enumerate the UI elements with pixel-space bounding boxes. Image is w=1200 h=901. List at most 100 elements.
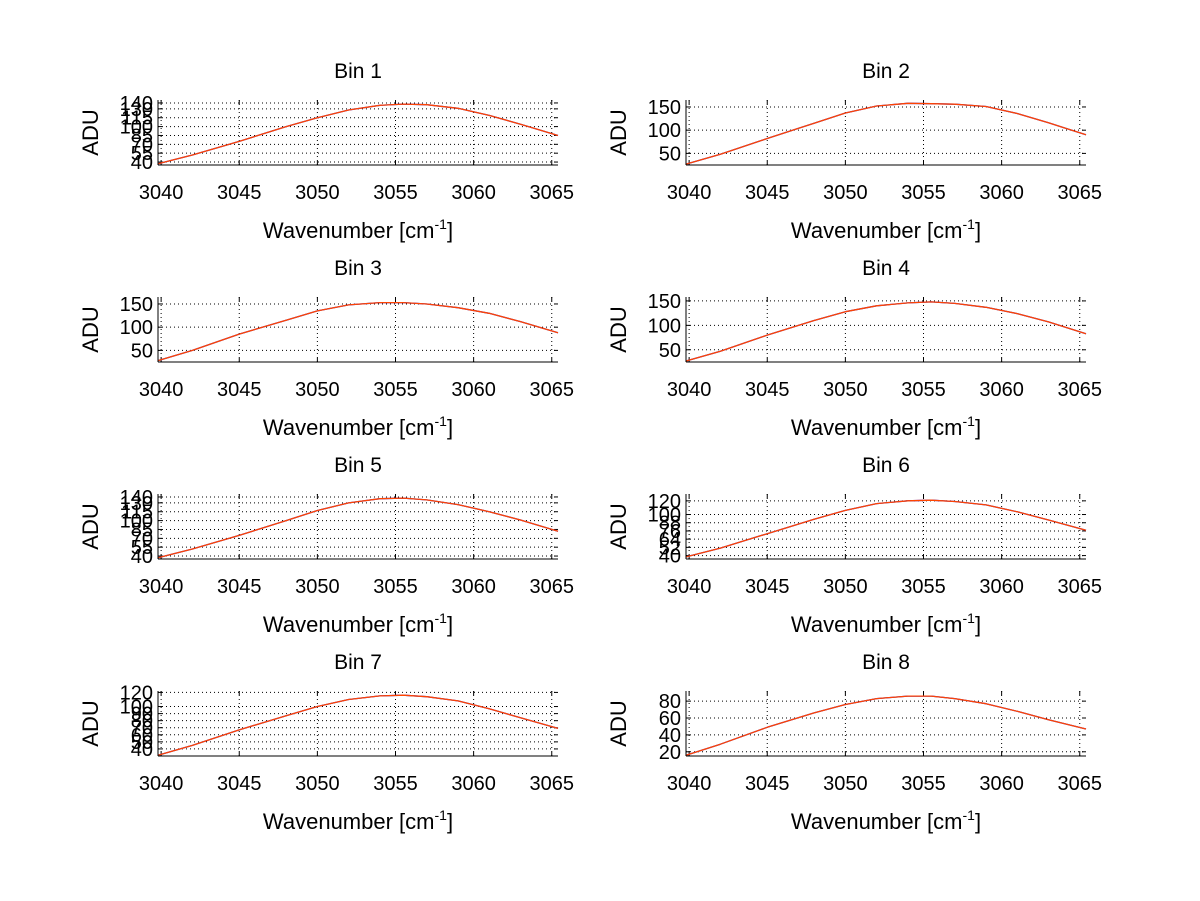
x-tick-label: 3065: [530, 576, 575, 598]
subplot-1: 3040 3045 3050 3055 3060 3065 4055708510011513…: [78, 60, 574, 243]
y-axis-label: ADU: [606, 503, 631, 549]
x-tick-label: 3040: [139, 379, 184, 401]
y-tick-label: 140: [120, 487, 153, 509]
y-tick-label: 150: [120, 294, 153, 316]
y-tick-label: 140: [120, 93, 153, 115]
y-tick-label: 100: [120, 317, 153, 339]
y-tick-label: 120: [648, 491, 681, 513]
x-tick-label: 3065: [530, 182, 575, 204]
x-axis-label: Wavenumber [cm-1]: [263, 610, 453, 637]
subplot-title: Bin 7: [334, 651, 382, 674]
y-tick-label: 70: [131, 134, 153, 156]
subplot-title: Bin 5: [334, 454, 382, 477]
x-tick-label: 3060: [979, 773, 1024, 795]
x-axis-label: Wavenumber [cm-1]: [263, 216, 453, 243]
x-tick-label: 3040: [139, 182, 184, 204]
x-tick-label: 3065: [530, 773, 575, 795]
y-tick-label: 50: [131, 732, 153, 754]
x-tick-label: 3060: [979, 576, 1024, 598]
x-axis-label: Wavenumber [cm-1]: [791, 807, 981, 834]
subplot-title: Bin 1: [334, 60, 382, 83]
y-axis-label: ADU: [606, 109, 631, 155]
y-axis-label: ADU: [78, 109, 103, 155]
x-tick-label: 3040: [667, 379, 712, 401]
x-tick-label: 3055: [901, 576, 946, 598]
x-tick-label: 3045: [217, 576, 262, 598]
series-line-2: [157, 694, 559, 756]
y-tick-label: 40: [131, 739, 153, 761]
y-tick-label: 150: [648, 291, 681, 313]
y-tick-label: 64: [659, 529, 681, 551]
y-tick-label: 130: [120, 99, 153, 121]
y-tick-label: 100: [120, 117, 153, 139]
y-axis-label: ADU: [78, 306, 103, 352]
x-tick-label: 3050: [295, 773, 340, 795]
x-tick-label: 3055: [373, 379, 418, 401]
subplot-title: Bin 8: [862, 651, 910, 674]
y-tick-label: 115: [121, 502, 153, 524]
y-tick-label: 100: [120, 511, 153, 533]
subplot-6: 3040 3045 3050 3055 3060 3065 4052647688100120…: [606, 454, 1102, 637]
x-tick-label: 3060: [451, 576, 496, 598]
y-tick-label: 80: [659, 691, 681, 713]
x-tick-label: 3040: [139, 576, 184, 598]
y-tick-label: 76: [659, 521, 681, 543]
x-tick-label: 3050: [823, 773, 868, 795]
subplot-5: 3040 3045 3050 3055 3060 3065 4055708510011513…: [78, 454, 574, 637]
x-tick-label: 3050: [823, 182, 868, 204]
y-tick-label: 55: [131, 537, 153, 559]
x-tick-label: 3055: [373, 182, 418, 204]
subplot-title: Bin 2: [862, 60, 910, 83]
y-axis-label: ADU: [606, 306, 631, 352]
x-tick-label: 3045: [745, 576, 790, 598]
y-tick-label: 120: [120, 682, 153, 704]
y-tick-label: 115: [121, 108, 153, 130]
y-tick-label: 50: [659, 340, 681, 362]
x-tick-label: 3045: [217, 182, 262, 204]
y-tick-label: 90: [131, 704, 153, 726]
y-axis-label: ADU: [78, 700, 103, 746]
y-tick-label: 85: [131, 125, 153, 147]
x-tick-label: 3050: [295, 379, 340, 401]
x-axis-label: Wavenumber [cm-1]: [791, 216, 981, 243]
x-tick-label: 3050: [823, 576, 868, 598]
x-tick-label: 3040: [667, 773, 712, 795]
subplot-title: Bin 3: [334, 257, 382, 280]
x-tick-label: 3050: [295, 182, 340, 204]
x-tick-label: 3065: [1058, 182, 1103, 204]
x-tick-label: 3065: [1058, 576, 1103, 598]
y-tick-label: 40: [131, 152, 153, 174]
y-tick-label: 70: [131, 528, 153, 550]
x-axis-label: Wavenumber [cm-1]: [791, 610, 981, 637]
subplot-7: 3040 3045 3050 3055 3060 3065 4050607080901001…: [78, 651, 574, 834]
series-line-2: [685, 301, 1087, 362]
x-tick-label: 3045: [217, 379, 262, 401]
y-tick-label: 100: [120, 697, 153, 719]
y-tick-label: 85: [131, 519, 153, 541]
y-tick-label: 40: [659, 546, 681, 568]
x-tick-label: 3040: [667, 182, 712, 204]
series-line-2: [685, 499, 1087, 558]
x-axis-label: Wavenumber [cm-1]: [263, 807, 453, 834]
subplot-title: Bin 6: [862, 454, 910, 477]
y-tick-label: 70: [131, 718, 153, 740]
y-tick-label: 100: [648, 505, 681, 527]
x-tick-label: 3040: [139, 773, 184, 795]
x-tick-label: 3060: [979, 379, 1024, 401]
y-axis-label: ADU: [606, 700, 631, 746]
y-tick-label: 60: [131, 725, 153, 747]
y-tick-label: 40: [131, 546, 153, 568]
y-tick-label: 80: [131, 711, 153, 733]
x-tick-label: 3065: [1058, 379, 1103, 401]
series-line-2: [157, 103, 559, 165]
x-tick-label: 3045: [745, 182, 790, 204]
x-tick-label: 3045: [217, 773, 262, 795]
x-tick-label: 3060: [451, 182, 496, 204]
series-line-2: [157, 301, 559, 362]
x-tick-label: 3065: [1058, 773, 1103, 795]
series-line-2: [685, 102, 1087, 165]
series-line-2: [157, 497, 559, 559]
